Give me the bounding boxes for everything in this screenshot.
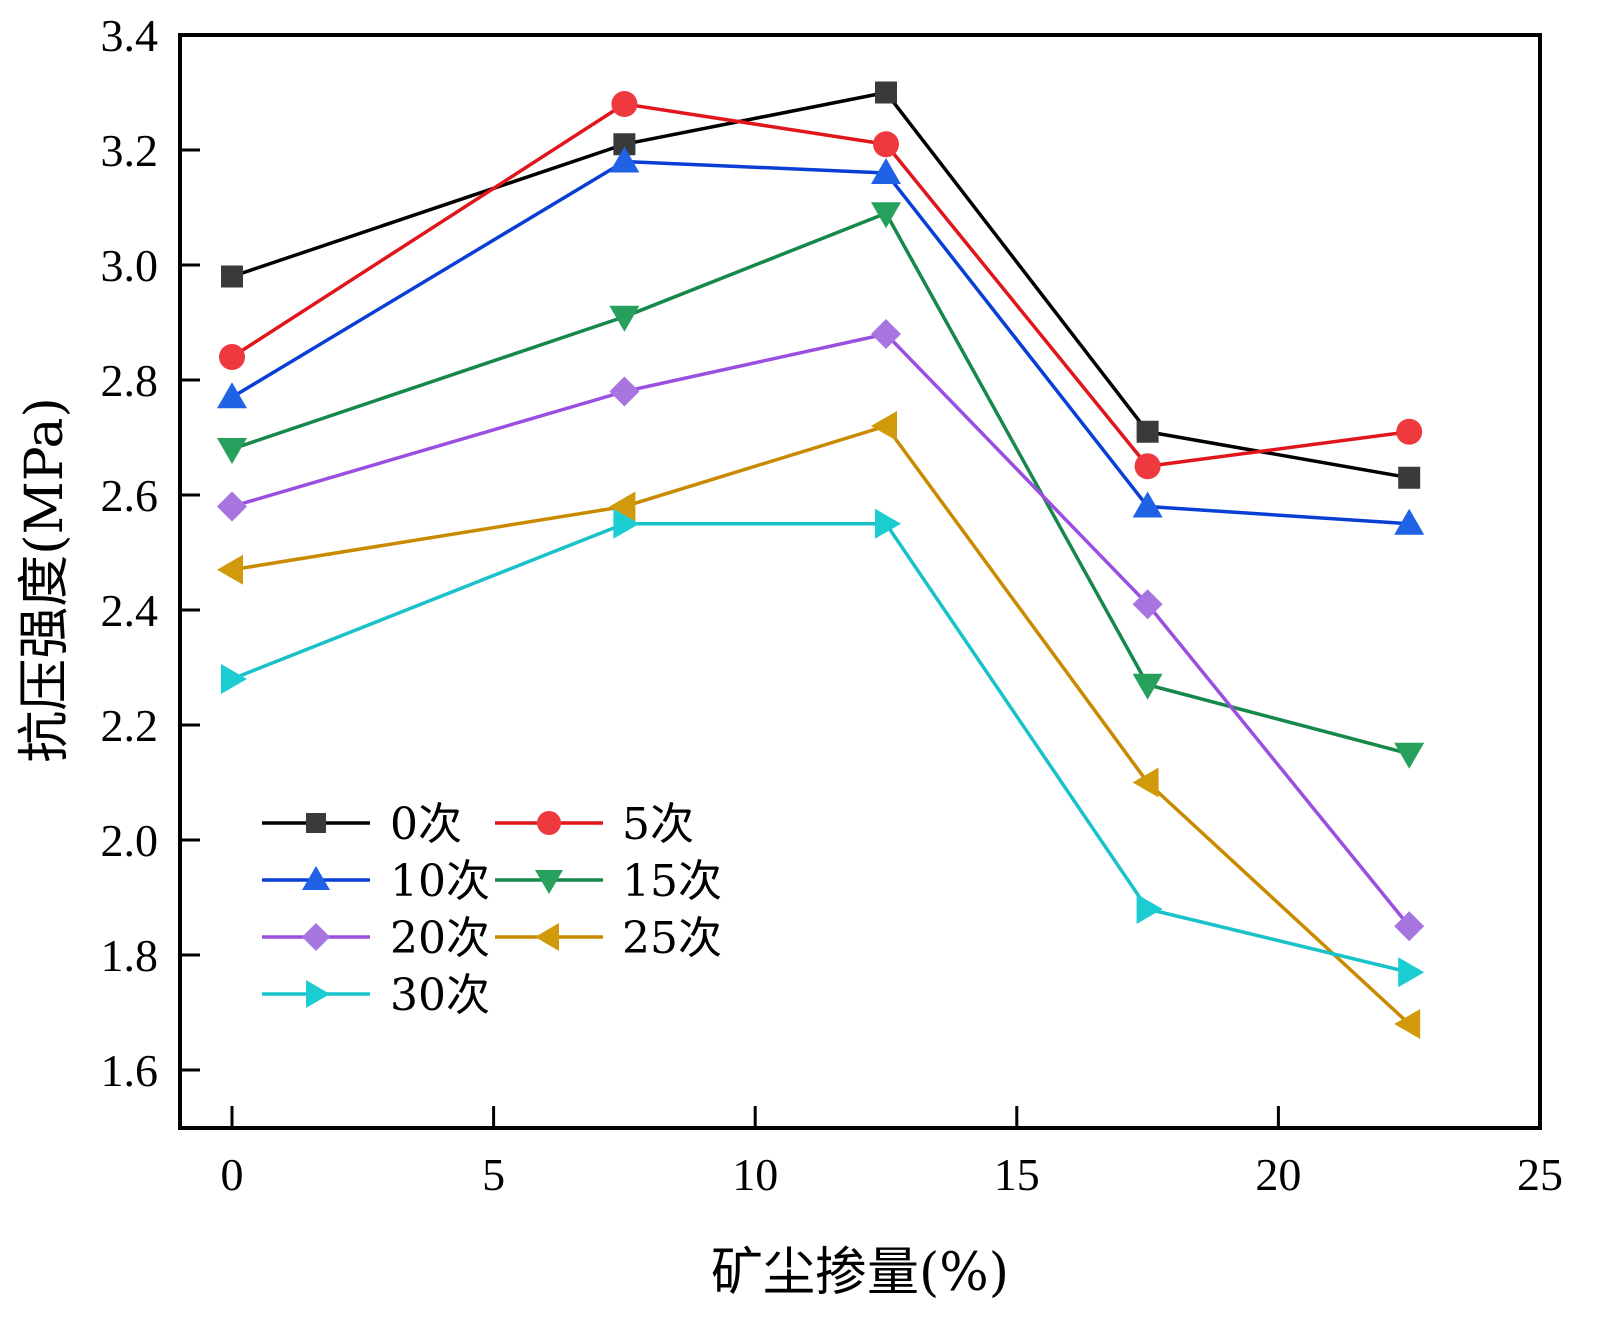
series-2 — [217, 146, 1425, 535]
x-tick-label: 5 — [482, 1149, 505, 1200]
y-tick-label: 3.4 — [101, 10, 159, 61]
legend-label: 25次 — [622, 913, 722, 964]
marker-circle — [219, 344, 245, 370]
y-tick-label: 3.0 — [101, 240, 159, 291]
marker-triangle-right — [306, 980, 330, 1008]
plot-frame — [178, 33, 1542, 1130]
marker-triangle-left — [535, 923, 559, 951]
x-axis-title: 矿尘掺量(%) — [711, 1243, 1009, 1303]
marker-triangle-left — [217, 554, 243, 585]
x-tick-label: 15 — [994, 1149, 1040, 1200]
legend-item: 0次 — [262, 799, 462, 850]
marker-triangle-up — [609, 146, 640, 173]
marker-triangle-down — [871, 202, 901, 229]
marker-triangle-up — [1394, 508, 1425, 535]
x-tick-label: 20 — [1255, 1149, 1301, 1200]
series-4 — [217, 319, 1425, 942]
legend-label: 10次 — [390, 856, 490, 907]
marker-diamond — [1132, 589, 1163, 620]
legend-label: 0次 — [390, 799, 462, 850]
marker-triangle-left — [1394, 1009, 1421, 1039]
series-3 — [217, 202, 1425, 769]
axis-ticks: 0 5 10 15 20 25 1.6 1.8 2.0 2.2 2.4 2.6 2.8 3.0 3.2 3.4 — [101, 10, 1564, 1200]
marker-triangle-down — [609, 305, 640, 332]
marker-circle — [873, 131, 899, 158]
legend-item: 30次 — [262, 970, 490, 1021]
marker-triangle-up — [302, 866, 330, 890]
y-tick-label: 2.0 — [101, 815, 159, 866]
legend-label: 15次 — [622, 856, 722, 907]
marker-triangle-up — [217, 382, 247, 409]
marker-triangle-right — [1136, 894, 1163, 924]
marker-square — [1136, 420, 1159, 443]
marker-triangle-left — [1132, 767, 1159, 798]
y-tick-label: 2.8 — [101, 355, 159, 406]
marker-square — [1398, 466, 1421, 489]
marker-triangle-up — [871, 158, 901, 184]
y-tick-label: 3.2 — [101, 125, 159, 176]
legend-item: 15次 — [495, 856, 722, 907]
marker-square — [221, 265, 243, 288]
marker-diamond — [871, 319, 901, 349]
marker-triangle-right — [613, 508, 640, 539]
marker-square — [875, 81, 897, 104]
series-line — [231, 102, 1410, 468]
marker-square — [613, 133, 636, 156]
marker-triangle-down — [1394, 742, 1425, 769]
series-1 — [219, 91, 1423, 480]
y-tick-label: 1.6 — [101, 1045, 159, 1096]
marker-diamond — [609, 376, 640, 407]
x-tick-label: 10 — [732, 1149, 778, 1200]
legend-item: 5次 — [495, 799, 694, 850]
marker-diamond — [302, 923, 330, 951]
x-tick-label: 0 — [221, 1149, 244, 1200]
marker-triangle-up — [1132, 491, 1163, 518]
marker-circle — [1134, 453, 1161, 480]
marker-triangle-down — [217, 438, 247, 464]
y-tick-label: 2.2 — [101, 700, 159, 751]
marker-triangle-left — [871, 411, 897, 441]
marker-triangle-down — [535, 870, 563, 894]
marker-circle — [611, 91, 638, 117]
y-tick-label: 1.8 — [101, 930, 159, 981]
marker-circle — [1396, 418, 1423, 445]
marker-triangle-right — [1398, 957, 1425, 988]
y-tick-label: 2.4 — [101, 585, 159, 636]
legend-label: 30次 — [390, 970, 490, 1021]
series-layer — [217, 81, 1425, 1039]
legend-item: 20次 — [262, 913, 490, 964]
legend: 0次 5次 10次 15次 20次 25次 30次 — [262, 799, 722, 1021]
series-0 — [221, 81, 1421, 489]
legend-label: 5次 — [622, 799, 694, 850]
marker-square — [306, 813, 326, 833]
series-5 — [217, 411, 1421, 1039]
marker-triangle-right — [221, 664, 247, 694]
marker-diamond — [1394, 911, 1425, 942]
legend-item: 10次 — [262, 856, 490, 907]
series-line — [231, 90, 1410, 480]
marker-triangle-down — [1132, 673, 1163, 700]
legend-item: 25次 — [495, 913, 722, 964]
series-line — [231, 211, 1410, 756]
y-tick-label: 2.6 — [101, 470, 159, 521]
marker-circle — [537, 811, 561, 835]
y-axis-title: 抗压强度(MPa) — [15, 397, 75, 762]
series-6 — [221, 508, 1425, 988]
x-tick-label: 25 — [1517, 1149, 1563, 1200]
marker-triangle-right — [875, 508, 901, 539]
legend-label: 20次 — [390, 913, 490, 964]
marker-diamond — [217, 491, 247, 522]
marker-triangle-left — [609, 491, 636, 522]
